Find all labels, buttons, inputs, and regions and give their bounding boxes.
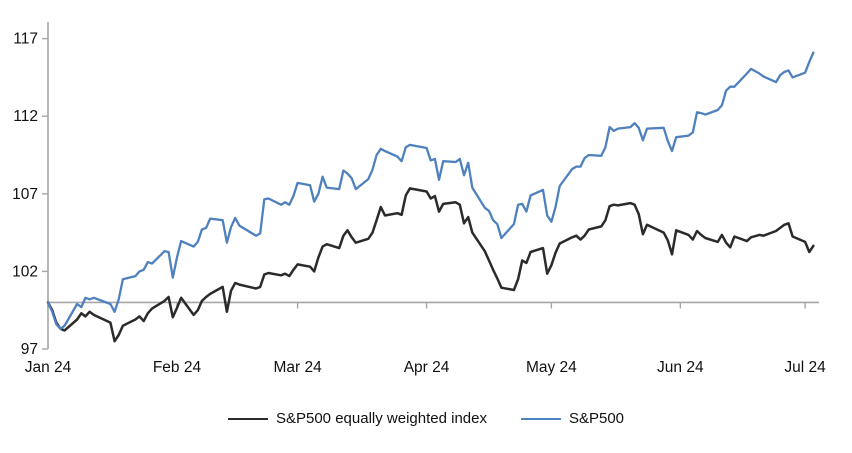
legend-item-sp500: S&P500 bbox=[520, 409, 625, 429]
y-axis-tick-label: 107 bbox=[12, 186, 38, 203]
x-axis-label: Jun 24 bbox=[657, 359, 704, 376]
y-axis-tick-label: 97 bbox=[21, 341, 38, 358]
series-line-sp500 bbox=[46, 51, 815, 330]
series-line-equal-weight bbox=[46, 187, 815, 343]
y-axis-tick-label: 112 bbox=[13, 108, 38, 125]
y-axis-tick-label: 102 bbox=[12, 263, 38, 280]
x-axis-label: Feb 24 bbox=[153, 359, 202, 376]
x-axis-label: Mar 24 bbox=[273, 359, 322, 376]
x-axis-label: Apr 24 bbox=[404, 359, 450, 376]
legend-swatch-sp500-line bbox=[520, 417, 561, 421]
x-axis-label: Jan 24 bbox=[25, 359, 72, 376]
legend-item-equal-weight: S&P500 equally weighted index bbox=[227, 409, 487, 429]
y-axis-tick-label: 117 bbox=[13, 31, 38, 48]
legend-label-equal-weight: S&P500 equally weighted index bbox=[275, 410, 487, 427]
legend-swatch-equal-weight-line bbox=[227, 417, 268, 421]
x-axis-label: May 24 bbox=[526, 359, 577, 376]
x-axis-label: Jul 24 bbox=[784, 359, 826, 376]
chart-legend: S&P500 equally weighted index S&P500 bbox=[0, 409, 852, 429]
legend-label-sp500: S&P500 bbox=[568, 410, 625, 427]
